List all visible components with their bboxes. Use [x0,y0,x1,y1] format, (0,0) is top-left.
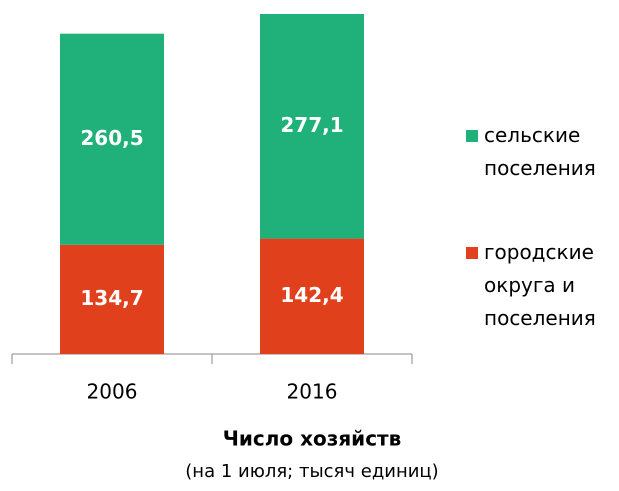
bar-segment [260,14,364,239]
chart-subtitle: (на 1 июля; тысяч единиц) [185,461,438,482]
bar-segment [60,33,164,245]
legend-item: сельские поселения [466,119,614,185]
data-label: 134,7 [80,286,143,310]
chart-title: Число хозяйств [223,427,402,451]
data-label: 260,5 [80,126,143,150]
data-label: 277,1 [280,113,343,137]
legend-label: городские округа и поселения [484,240,596,330]
legend-swatch [466,247,478,259]
x-tick-label: 2006 [87,380,138,404]
bar-segment [260,238,364,354]
legend-swatch [466,130,478,142]
bar-segment [60,244,164,354]
legend-item: городские округа и поселения [466,236,614,335]
data-label: 142,4 [280,283,343,307]
x-tick-label: 2016 [287,380,338,404]
legend-label: сельские поселения [484,123,596,180]
